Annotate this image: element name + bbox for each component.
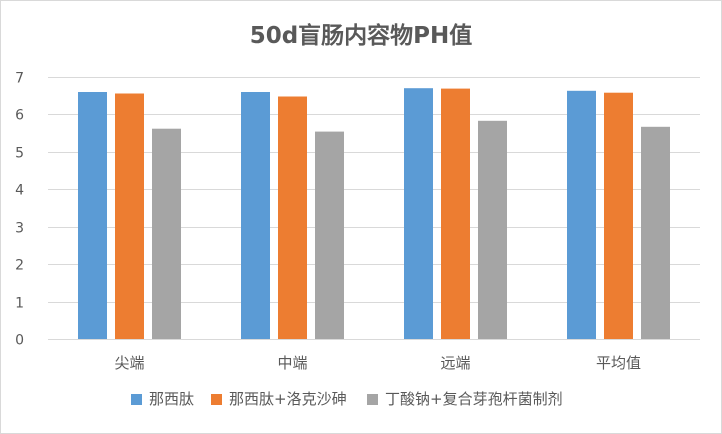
y-tick-label: 5 [15, 146, 24, 162]
y-tick-label: 7 [15, 71, 24, 87]
x-category-label: 平均值 [596, 354, 641, 372]
y-tick-label: 2 [15, 258, 24, 274]
bar [478, 120, 507, 339]
bar [441, 88, 470, 339]
gridlines [48, 77, 700, 340]
bar [115, 93, 144, 339]
legend-label: 那西肽+洛克沙砷 [229, 390, 347, 408]
x-category-label: 尖端 [114, 354, 144, 372]
y-tick-label: 3 [15, 221, 24, 237]
legend-swatch [131, 394, 142, 405]
legend: 那西肽 那西肽+洛克沙砷 丁酸钠+复合芽孢杆菌制剂 [131, 390, 563, 408]
y-tick-label: 1 [15, 296, 24, 312]
x-axis-labels: 尖端 中端 远端 平均值 [114, 354, 641, 372]
legend-label: 丁酸钠+复合芽孢杆菌制剂 [385, 390, 563, 408]
bar [604, 92, 633, 339]
bar [641, 126, 670, 339]
bar [404, 88, 433, 339]
legend-swatch [367, 394, 378, 405]
bar [241, 92, 270, 339]
x-category-label: 远端 [440, 354, 470, 372]
y-tick-label: 0 [15, 333, 24, 349]
x-category-label: 中端 [277, 354, 307, 372]
bar [152, 128, 181, 339]
y-tick-label: 4 [15, 183, 24, 199]
bar [567, 90, 596, 339]
legend-swatch [211, 394, 222, 405]
bar [278, 96, 307, 339]
bar [315, 131, 344, 339]
y-tick-label: 6 [15, 108, 24, 124]
bar [78, 92, 107, 339]
y-axis-ticks: 0 1 2 3 4 5 6 7 [15, 71, 24, 349]
bars [78, 88, 670, 339]
chart-title: 50d盲肠内容物PH值 [250, 22, 473, 49]
legend-label: 那西肽 [149, 390, 194, 408]
